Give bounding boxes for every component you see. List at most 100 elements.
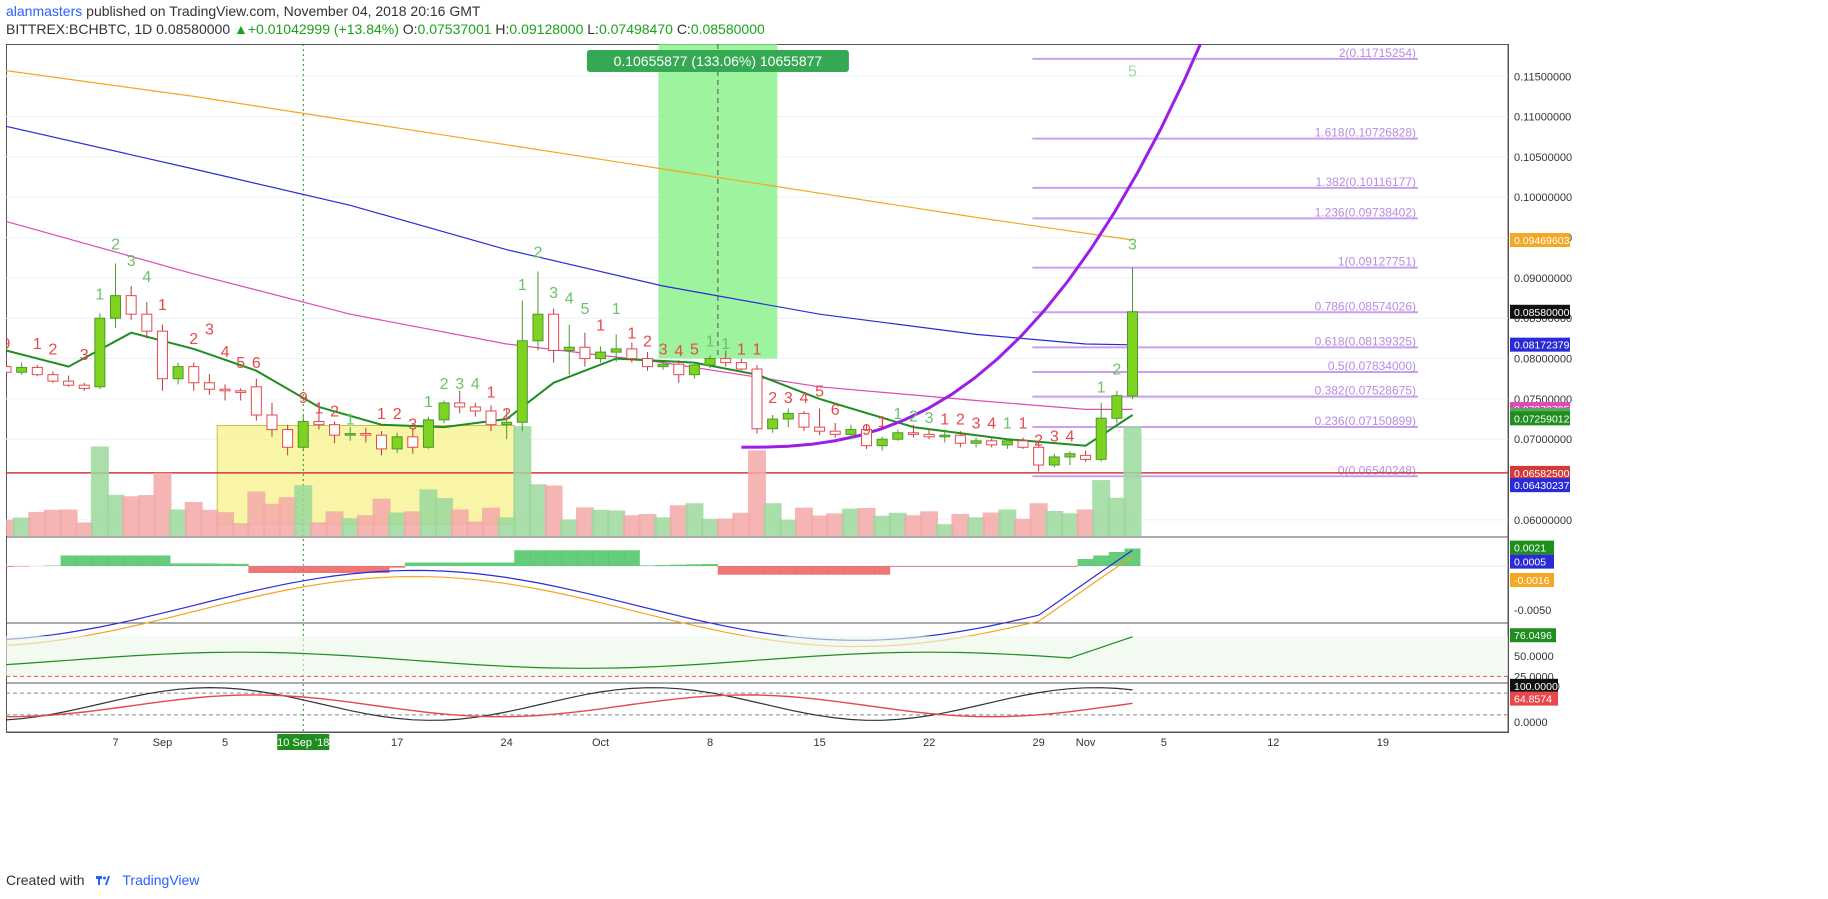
volume-bar	[106, 494, 125, 536]
price-badge: 0.06582500	[1514, 468, 1570, 480]
td-count-label: 3	[408, 417, 417, 434]
macd-histogram-bar	[1046, 566, 1063, 567]
stoch-k-line	[6, 686, 1133, 721]
time-tick-label: 8	[707, 737, 713, 749]
chart-area[interactable]: 0.11500000 0.11000000 0.10500000 0.10000000…	[6, 44, 1822, 866]
macd-histogram-bar	[467, 562, 484, 566]
price-tick-label: 0.06000000	[1514, 515, 1572, 527]
td-count-label: 3	[205, 321, 214, 338]
symbol-line: BITTREX:BCHBTC, 1D 0.08580000 ▲+0.010429…	[6, 21, 765, 37]
price-badge-bg	[1510, 411, 1570, 426]
macd-histogram-bar	[248, 566, 265, 573]
td-count-label: 2	[956, 412, 965, 429]
created-with-text: Created with	[6, 872, 85, 888]
low-value: 0.07498470	[598, 21, 673, 37]
candle-body	[360, 433, 372, 436]
volume-bar	[6, 519, 15, 536]
volume-bar	[873, 515, 892, 536]
td-count-label: 2	[111, 237, 120, 254]
price-badge-bg	[1510, 478, 1570, 493]
high-label: H:	[495, 21, 510, 37]
td-count-label: 2	[189, 331, 198, 348]
td-count-label: 4	[565, 291, 574, 308]
volume-bar	[28, 511, 47, 536]
author-link[interactable]: alanmasters	[6, 3, 83, 19]
volume-bar	[90, 446, 109, 536]
fib-level-label: 0.236(0.07150899)	[1315, 414, 1416, 428]
macd-histogram-bar	[389, 566, 406, 568]
td-count-label: 6	[831, 402, 840, 419]
macd-histogram-bar	[968, 566, 985, 567]
candle-body	[407, 436, 419, 448]
td-count-label: 1	[1019, 416, 1028, 433]
candle-body	[156, 330, 168, 380]
macd-histogram-bar	[6, 566, 14, 567]
time-tick-label: Oct	[592, 737, 609, 749]
time-tick-label: 22	[923, 737, 935, 749]
candle-body	[1064, 453, 1076, 458]
td-count-label: 1	[612, 301, 621, 318]
volume-bar	[388, 512, 407, 536]
high-value: 0.09128000	[509, 21, 584, 37]
macd-histogram-bar	[91, 555, 108, 566]
candle-body	[1017, 440, 1029, 448]
volume-bar	[122, 496, 141, 536]
macd-badge-bg	[1510, 554, 1554, 569]
time-tick-label: 5	[222, 737, 228, 749]
td-count-label: 2	[768, 390, 777, 407]
candle-body	[626, 348, 638, 360]
macd-histogram-bar	[498, 562, 515, 566]
volume-bar	[247, 491, 266, 536]
candle-body	[829, 430, 841, 435]
volume-bar	[309, 522, 328, 536]
candle-body	[329, 424, 341, 436]
footer: Created with TradingView	[6, 872, 199, 888]
candle-body	[250, 386, 262, 416]
volume-bar	[654, 517, 673, 536]
stoch-d-line	[6, 694, 1133, 718]
candle-body	[751, 368, 763, 430]
fib-level-label: 0(0.06540248)	[1338, 463, 1416, 477]
candle-body	[532, 313, 544, 342]
volume-bar	[169, 509, 188, 536]
td-count-label: 9	[6, 336, 11, 353]
tradingview-link[interactable]: TradingView	[122, 872, 200, 888]
volume-bar	[497, 517, 516, 536]
td-count-label: 1	[33, 336, 42, 353]
macd-histogram-bar	[608, 550, 625, 566]
td-count-label: 4	[799, 390, 808, 407]
price-badge: 0.09469603	[1514, 235, 1570, 247]
volume-bar	[137, 495, 156, 536]
candle-body	[438, 402, 450, 421]
fib-level-label: 0.5(0.07834000)	[1328, 359, 1416, 373]
td-count-label: 5	[1128, 63, 1137, 80]
up-arrow-icon: ▲	[234, 21, 248, 37]
candle-body	[110, 295, 122, 319]
td-count-label: 1	[346, 412, 355, 429]
td-count-label: 3	[549, 285, 558, 302]
candle-body	[986, 440, 998, 446]
candle-body	[782, 412, 794, 420]
rsi-band	[6, 636, 1508, 677]
price-chart[interactable]: 0.11500000 0.11000000 0.10500000 0.10000000…	[6, 44, 1822, 866]
stoch-badge: 100.0000	[1514, 681, 1558, 693]
macd-histogram-bar	[921, 566, 938, 567]
td-count-label: 9	[299, 390, 308, 407]
volume-bar	[560, 519, 579, 536]
macd-histogram-bar	[420, 562, 437, 566]
macd-tick-label: -0.0050	[1514, 605, 1551, 617]
candle-body	[767, 418, 779, 430]
volume-bar	[153, 472, 172, 536]
ma-200-line	[6, 70, 1133, 241]
candle-body	[501, 421, 513, 426]
volume-bar	[435, 498, 454, 536]
td-count-label: 4	[674, 343, 683, 360]
td-count-label: 4	[221, 344, 230, 361]
td-count-label: 4	[142, 269, 151, 286]
volume-bar	[1123, 426, 1142, 536]
candle-body	[31, 366, 43, 376]
td-count-label: 2	[393, 406, 402, 423]
candle-body	[1001, 440, 1013, 446]
candle-body	[939, 434, 951, 438]
td-count-label: 5	[580, 301, 589, 318]
